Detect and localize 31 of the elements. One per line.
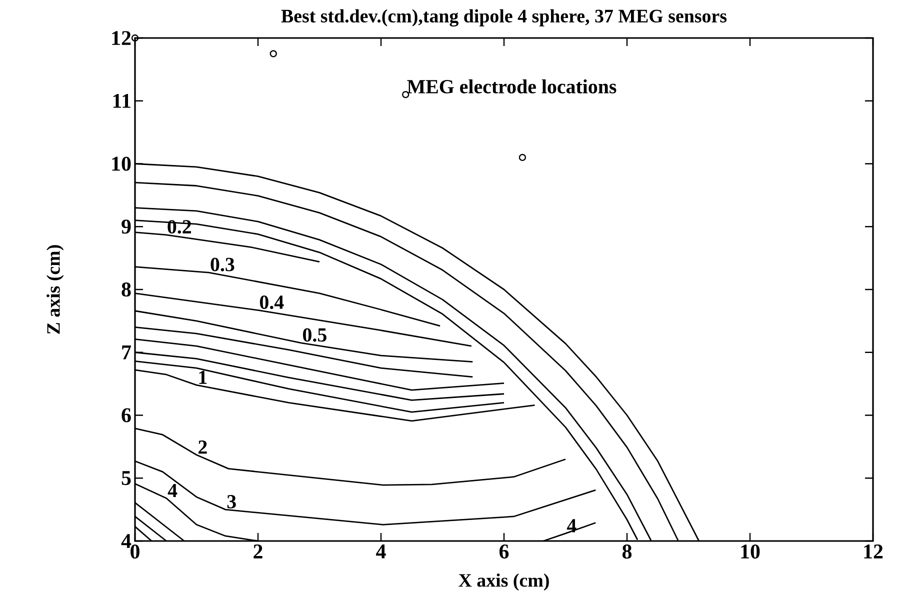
annotation: 2 [198,440,207,454]
y-tick-label: 4 [121,534,132,548]
annotation: 4 [168,484,178,498]
y-tick-label: 11 [113,94,130,108]
annotation: 0.3 [210,258,234,272]
annotation: 0.5 [303,328,326,342]
x-tick-label: 0 [130,544,140,559]
x-tick-label: 8 [622,544,632,559]
y-tick-label: 6 [122,408,131,422]
x-tick-label: 10 [741,544,760,559]
chart-title: Best std.dev.(cm),tang dipole 4 sphere, 37 MEG sensors [281,9,727,26]
x-tick-label: 12 [864,544,883,558]
y-axis-title: Z axis (cm) [46,245,64,334]
annotation: MEG electrode locations [407,79,616,94]
y-tick-label: 8 [122,282,131,297]
y-tick-label: 5 [122,471,131,486]
annotation: 3 [227,494,236,508]
point [518,154,526,162]
y-tick-label: 9 [122,220,131,234]
point [270,50,277,58]
y-tick-label: 7 [122,346,131,360]
annotation: 1 [199,370,207,384]
x-axis-title: X axis (cm) [458,573,549,591]
point [131,34,139,42]
annotation: 0.4 [260,296,284,310]
y-tick-label: 12 [112,31,131,45]
y-tick-label: 10 [112,156,131,171]
x-tick-label: 2 [254,544,262,558]
annotation: 4 [566,519,576,532]
x-tick-label: 4 [376,544,386,558]
x-tick-label: 6 [499,544,509,559]
